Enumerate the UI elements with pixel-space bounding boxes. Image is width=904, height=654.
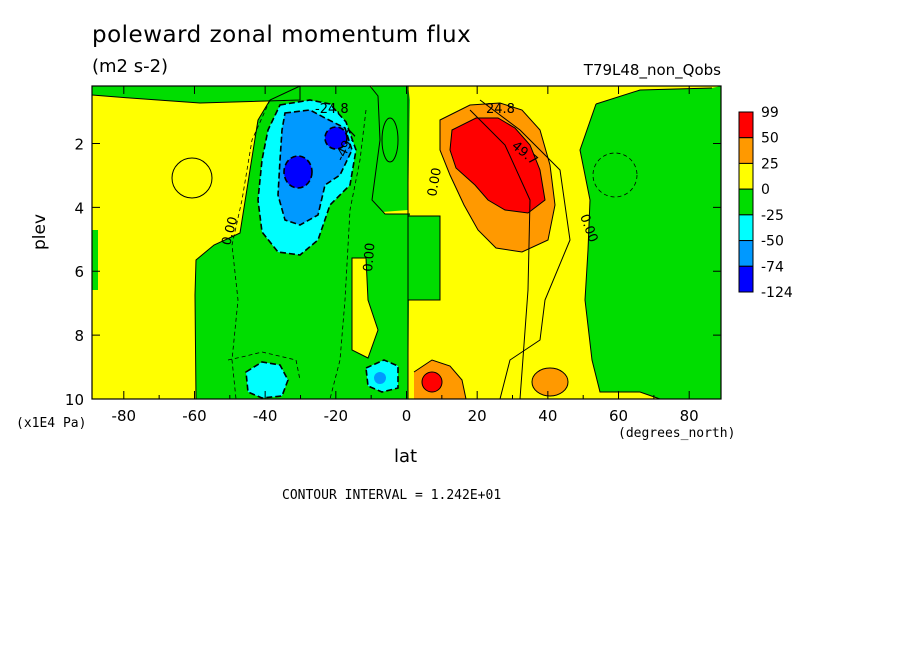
legend-swatch: [738, 111, 754, 139]
dashed-contour-line: [257, 99, 357, 256]
region-negative-low-10s-core: [374, 372, 386, 384]
contour-line: [194, 86, 301, 399]
contour-line: [171, 157, 213, 199]
contour-line: [531, 367, 569, 397]
thin-dashed-contours: [227, 99, 638, 399]
contour-line: [413, 359, 467, 399]
run-label: T79L48_non_Qobs: [583, 61, 721, 79]
contour-line: [579, 87, 721, 399]
contour-line: [351, 257, 379, 359]
contour-line: [421, 371, 443, 393]
legend-swatch: [738, 214, 754, 242]
contour-line: [439, 102, 556, 253]
y-axis-unit: (x1E4 Pa): [16, 416, 87, 431]
y-tick-label: 2: [74, 135, 84, 153]
y-tick-label: 4: [74, 199, 84, 217]
region-negative-core: [284, 156, 312, 188]
contour-label: 0.00: [425, 167, 445, 198]
contour-line: [469, 109, 531, 399]
legend-swatch: [738, 265, 754, 293]
region-positive-low-core: [422, 372, 442, 392]
dashed-contour-line: [245, 361, 289, 399]
region-positive-tongue: [352, 258, 378, 358]
region-negative-equator: [372, 86, 410, 212]
legend-swatch: [738, 188, 754, 216]
dashed-contour-line: [277, 109, 353, 226]
x-tick-label: 60: [609, 407, 628, 425]
x-tick-label: 80: [680, 407, 699, 425]
contour-interval: CONTOUR INTERVAL = 1.242E+01: [282, 488, 502, 503]
dashed-contour-line: [231, 99, 271, 399]
region-negative-nh: [580, 86, 721, 399]
x-axis: -80 -60 -40 -20 0 20 40 60 80: [112, 86, 699, 425]
contour-line: [408, 215, 441, 301]
x-tick-label: 40: [538, 407, 557, 425]
legend-label: -25: [761, 208, 784, 224]
chart-units: (m2 s-2): [92, 56, 169, 77]
legend-swatch: [738, 162, 754, 190]
y-tick-label: 8: [74, 327, 84, 345]
y-axis: 2 4 6 8 10: [65, 135, 721, 409]
y-tick-label: 10: [65, 391, 84, 409]
x-tick-label: -20: [324, 407, 349, 425]
x-axis-unit: (degrees_north): [618, 426, 736, 441]
negative-contour-lines: [245, 99, 399, 399]
dashed-contour-line: [365, 359, 399, 393]
contour-label: 0.00: [361, 242, 378, 272]
region-negative-low-40s: [246, 362, 288, 398]
legend-label: 50: [761, 131, 779, 147]
dashed-contour-line: [324, 126, 348, 150]
contour-label: -24.8: [315, 102, 349, 117]
x-axis-label: lat: [394, 446, 418, 467]
contour-label: 0.00: [219, 215, 241, 247]
contour-line: [92, 86, 301, 104]
dashed-contour-line: [283, 155, 313, 189]
region-positive-low-40n: [532, 368, 568, 396]
contour-label: 24.8: [486, 102, 515, 117]
contour-line: [449, 117, 546, 214]
legend-label: 99: [761, 105, 779, 121]
legend-label: -74: [761, 259, 784, 275]
chart-title: poleward zonal momentum flux: [92, 22, 472, 48]
contour-line: [479, 99, 571, 399]
dashed-contour-line: [592, 152, 638, 198]
contour-line: [381, 117, 399, 163]
legend-label: 0: [761, 182, 770, 198]
legend-label: -124: [761, 285, 793, 301]
legend-swatch: [738, 240, 754, 267]
x-tick-label: 20: [468, 407, 487, 425]
y-tick-label: 6: [74, 263, 84, 281]
region-negative-equator-low: [408, 216, 440, 300]
x-tick-label: -40: [253, 407, 278, 425]
legend-label: 25: [761, 156, 779, 172]
contour-line: [300, 86, 410, 215]
x-tick-label: -80: [112, 407, 137, 425]
color-legend: 99 50 25 0 -25 -50 -74 -124: [738, 105, 793, 301]
region-left-edge: [92, 230, 98, 290]
legend-swatch: [738, 137, 754, 164]
region-negative-core-2: [325, 127, 347, 149]
contour-fills: [92, 86, 721, 399]
x-tick-label: -60: [182, 407, 207, 425]
x-tick-label: 0: [402, 407, 412, 425]
region-positive-core: [450, 118, 545, 213]
legend-label: -50: [761, 234, 784, 250]
contour-lines: [92, 86, 721, 399]
